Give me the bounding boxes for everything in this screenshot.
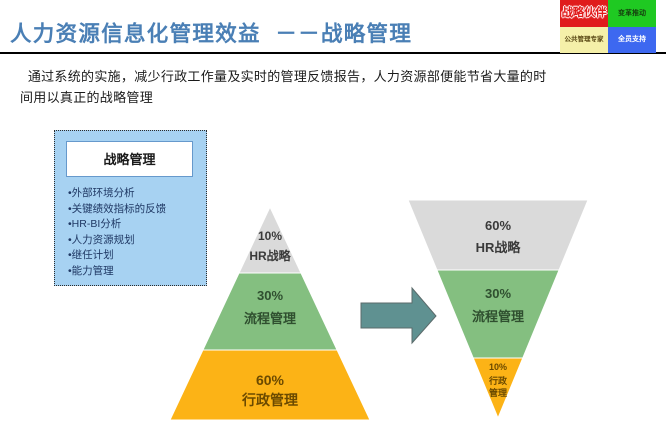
svg-text:10%: 10% bbox=[489, 362, 507, 372]
svg-text:60%: 60% bbox=[256, 372, 285, 388]
svg-text:管理: 管理 bbox=[489, 387, 507, 398]
svg-text:60%: 60% bbox=[485, 218, 511, 233]
svg-text:30%: 30% bbox=[257, 288, 283, 303]
svg-text:行政管理: 行政管理 bbox=[241, 392, 298, 408]
svg-text:行政: 行政 bbox=[488, 375, 508, 386]
svg-text:流程管理: 流程管理 bbox=[472, 309, 524, 324]
svg-text:HR战略: HR战略 bbox=[476, 240, 522, 255]
svg-text:10%: 10% bbox=[258, 229, 282, 243]
svg-text:30%: 30% bbox=[485, 286, 511, 301]
svg-text:HR战略: HR战略 bbox=[249, 248, 291, 263]
svg-text:流程管理: 流程管理 bbox=[244, 311, 296, 326]
